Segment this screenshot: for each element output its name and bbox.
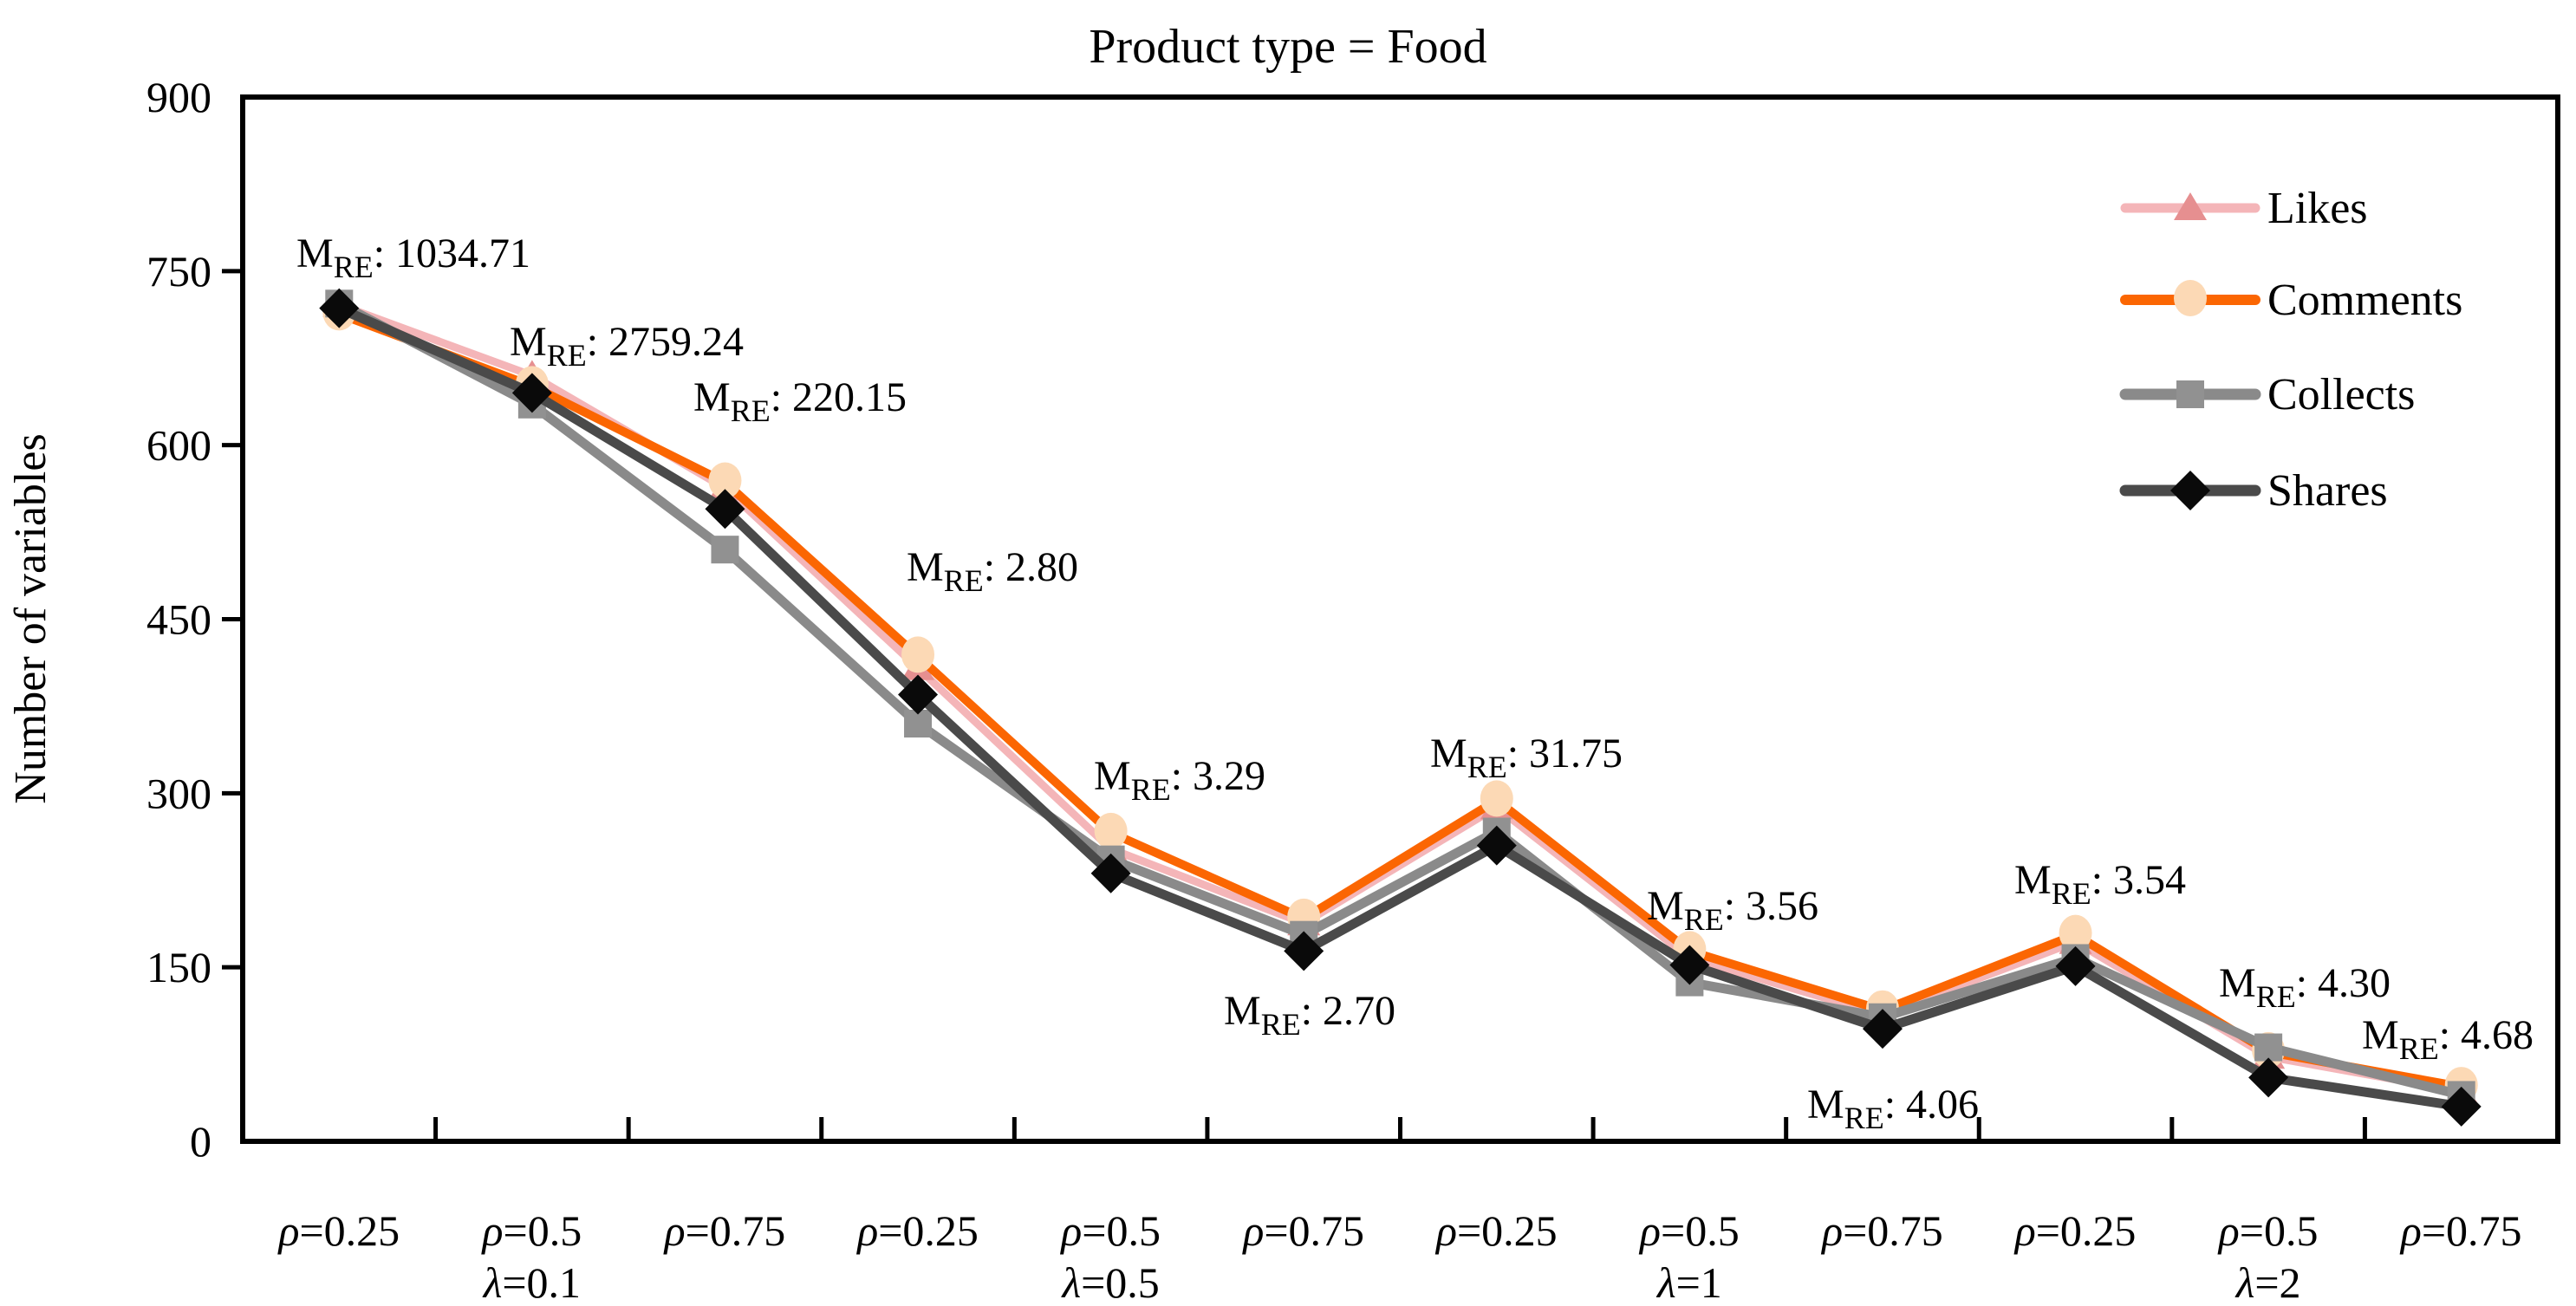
marker-collects <box>2254 1033 2283 1062</box>
x-category-label: ρ=0.5 <box>1638 1206 1740 1255</box>
x-group-label: λ=1 <box>1656 1258 1722 1306</box>
x-category-label: ρ=0.5 <box>1059 1206 1161 1255</box>
mre-annotation: MRE: 220.15 <box>693 374 907 428</box>
legend-label: Likes <box>2267 184 2368 233</box>
marker-comments <box>2059 914 2092 952</box>
x-group-label: λ=2 <box>2234 1258 2301 1306</box>
marker-shares <box>1284 931 1324 971</box>
y-tick-label: 150 <box>146 943 211 991</box>
y-tick-label: 750 <box>146 247 211 296</box>
legend-label: Collects <box>2267 370 2415 419</box>
marker-shares <box>2248 1057 2289 1098</box>
series-line-shares <box>337 303 2462 1112</box>
x-category-label: ρ=0.5 <box>2217 1206 2319 1255</box>
mre-annotation: MRE: 2.70 <box>1224 988 1395 1042</box>
x-group-label: λ=0.1 <box>482 1258 581 1306</box>
marker-shares <box>1476 825 1517 866</box>
marker-shares <box>898 674 939 715</box>
legend-marker-square-icon <box>2176 380 2204 408</box>
chart-title: Product type = Food <box>1089 20 1486 74</box>
marker-shares <box>2441 1086 2482 1127</box>
y-tick-label: 0 <box>190 1117 211 1166</box>
legend-marker-circle-icon <box>2174 280 2207 316</box>
x-category-label: ρ=0.25 <box>2013 1206 2137 1255</box>
marker-comments <box>708 462 742 499</box>
x-category-label: ρ=0.75 <box>2399 1206 2522 1255</box>
marker-shares <box>1090 853 1131 893</box>
mre-annotation: MRE: 4.06 <box>1807 1082 1979 1135</box>
legend-entry-collects: Collects <box>2119 370 2415 419</box>
mre-annotation: MRE: 1034.71 <box>296 231 530 284</box>
series-shares <box>319 288 2482 1127</box>
legend-marker-triangle-icon <box>2174 192 2207 220</box>
x-category-label: ρ=0.75 <box>663 1206 786 1255</box>
legend-label: Shares <box>2267 466 2388 516</box>
marker-comments <box>1094 812 1128 849</box>
legend-marker-diamond-icon <box>2170 471 2210 510</box>
x-group-label: λ=0.5 <box>1060 1258 1159 1306</box>
mre-annotation: MRE: 4.68 <box>2362 1012 2534 1066</box>
marker-shares <box>1669 945 1710 985</box>
y-tick-label: 600 <box>146 421 211 470</box>
y-tick-label: 300 <box>146 769 211 817</box>
mre-annotation: MRE: 2.80 <box>907 544 1078 598</box>
marker-shares <box>705 489 745 530</box>
marker-comments <box>1480 780 1513 817</box>
series-comments <box>322 294 2478 1104</box>
marker-comments <box>901 636 935 673</box>
plot-frame <box>240 94 2560 1144</box>
legend-entry-shares: Shares <box>2119 466 2388 516</box>
marker-shares <box>511 373 552 413</box>
marker-shares <box>1862 1009 1903 1049</box>
mre-annotation: MRE: 31.75 <box>1430 731 1623 784</box>
mre-annotation: MRE: 2759.24 <box>510 319 744 373</box>
legend: Likes Comments Collects Shares <box>2119 184 2462 516</box>
series-line-comments <box>337 309 2462 1091</box>
data-series <box>319 288 2482 1127</box>
plot-border <box>240 94 2560 1144</box>
x-category-label: ρ=0.75 <box>1820 1206 1943 1255</box>
marker-shares <box>319 288 360 328</box>
mre-annotation: MRE: 3.56 <box>1647 883 1818 937</box>
marker-shares <box>2055 945 2096 986</box>
mre-annotation: MRE: 3.54 <box>2014 857 2186 911</box>
x-category-label: ρ=0.25 <box>1434 1206 1558 1255</box>
legend-entry-likes: Likes <box>2120 184 2368 233</box>
series-line-collects <box>336 299 2463 1100</box>
x-category-label: ρ=0.5 <box>481 1206 582 1255</box>
y-axis-title: Number of variables <box>6 433 55 803</box>
legend-label: Comments <box>2267 276 2462 325</box>
x-category-label: ρ=0.75 <box>1241 1206 1364 1255</box>
x-category-label: ρ=0.25 <box>855 1206 979 1255</box>
mre-annotation: MRE: 3.29 <box>1094 753 1265 807</box>
axis-ticks-labels: 0 150 300 450 600 750 900 ρ=0.25 ρ=0.5 ρ=0.75 ρ=0.… <box>146 73 2522 1306</box>
y-tick-label: 450 <box>146 595 211 644</box>
legend-entry-comments: Comments <box>2120 276 2462 325</box>
x-category-label: ρ=0.25 <box>276 1206 400 1255</box>
mre-annotation: MRE: 4.30 <box>2219 960 2391 1014</box>
marker-collects <box>711 536 739 564</box>
y-tick-label: 900 <box>146 73 211 121</box>
